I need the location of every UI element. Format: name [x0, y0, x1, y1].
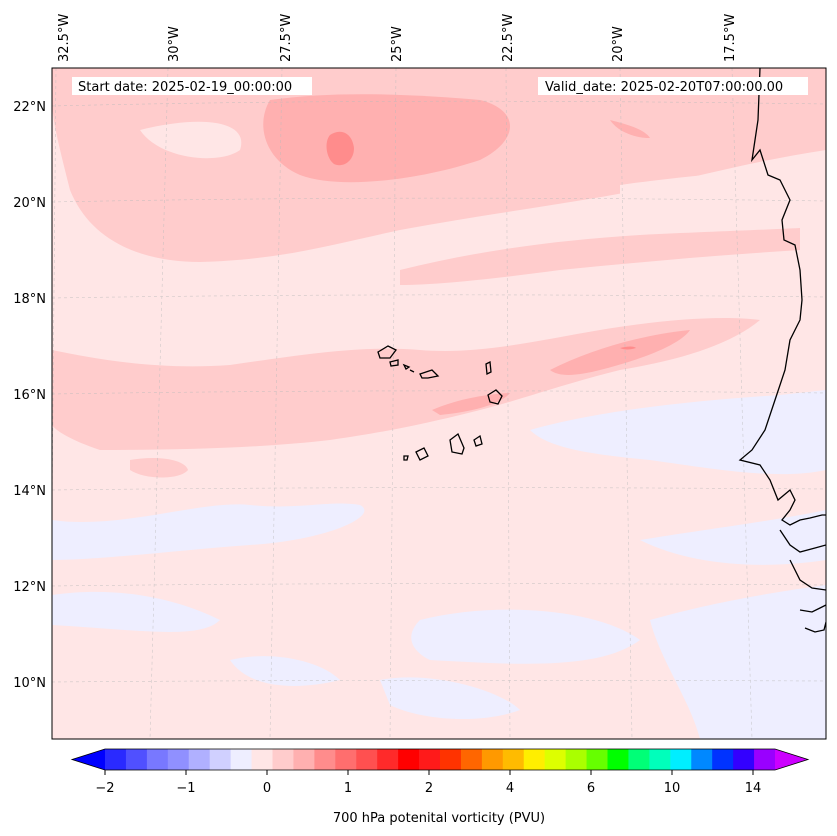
valid-date-box [538, 77, 808, 95]
colorbar-segment [377, 749, 399, 770]
colorbar-segment [712, 749, 734, 770]
map-frame [51, 67, 827, 740]
colorbar-segment [314, 749, 336, 770]
valid-date-text: Valid_date: 2025-02-20T07:00:00.00 [545, 80, 783, 95]
latitude-labels: 22°N 20°N 18°N 16°N 14°N 12°N 10°N [13, 100, 46, 691]
colorbar-segment [293, 749, 315, 770]
lon-label: 30°W [167, 26, 182, 62]
pv-positive-core [610, 120, 650, 138]
colorbar-tick-label: 2 [425, 781, 433, 796]
pv-positive-band [620, 168, 800, 202]
start-date-text: Start date: 2025-02-19_00:00:00 [78, 80, 292, 95]
colorbar-tick-label: 0 [263, 781, 271, 796]
colorbar-extend-low [72, 749, 105, 770]
lon-label: 27.5°W [279, 14, 294, 62]
colorbar-segment [398, 749, 420, 770]
colorbar-segment [460, 749, 483, 770]
lat-label: 10°N [13, 676, 46, 691]
pv-positive-band [130, 458, 188, 478]
colorbar-segment [356, 749, 378, 770]
colorbar-segment [209, 749, 232, 770]
pv-maximum-spot [620, 346, 636, 350]
colorbar-tick-label: 10 [664, 781, 681, 796]
pv-positive-core [263, 94, 510, 183]
africa-coastline [799, 604, 826, 613]
colorbar-segment [251, 749, 273, 770]
pv-negative-patch [411, 609, 640, 664]
africa-coastline [804, 621, 826, 633]
colorbar-segment [628, 749, 650, 770]
colorbar-segment [335, 749, 357, 770]
lon-label: 25°W [390, 26, 405, 62]
pv-negative-patch [380, 677, 520, 720]
pv-negative-patch [230, 656, 340, 686]
colorbar-segment [272, 749, 294, 770]
colorbar-segment [523, 749, 546, 770]
lat-label: 20°N [13, 196, 46, 211]
pv-positive-band [52, 318, 760, 450]
lon-label: 32.5°W [57, 14, 72, 62]
start-date-box [72, 77, 312, 95]
colorbar-tick-label: 1 [344, 781, 352, 796]
colorbar-segment [565, 749, 588, 770]
pv-negative-patch [52, 591, 220, 632]
colorbar-segment [649, 749, 671, 770]
africa-coastline [738, 68, 826, 526]
pv-positive-band [400, 228, 800, 285]
lat-label: 18°N [13, 292, 46, 307]
cabo-verde-islands [377, 345, 503, 461]
colorbar-tick-label: −1 [176, 781, 195, 796]
colorbar-extend-high [775, 749, 808, 770]
africa-coastline [789, 559, 826, 591]
colorbar-tick-label: 6 [587, 781, 595, 796]
colorbar-segment [481, 749, 504, 770]
colorbar-segment [586, 749, 608, 770]
colorbar-segment [691, 749, 713, 770]
pv-positive-core [550, 330, 690, 375]
pv-negative-patch [640, 510, 826, 565]
colorbar-segment [167, 749, 190, 770]
colorbar-tick-label: 4 [506, 781, 514, 796]
africa-coastline [779, 529, 826, 553]
colorbar-segment [230, 749, 253, 770]
pv-negative-patch [650, 585, 826, 739]
colorbar-segment [502, 749, 525, 770]
pv-negative-patch [530, 390, 826, 475]
graticule [52, 68, 826, 739]
pv-positive-core [432, 393, 510, 415]
lat-label: 22°N [13, 100, 46, 115]
colorbar-ticks: −2 −1 0 1 2 4 6 10 14 [95, 770, 761, 796]
colorbar-segment [146, 749, 169, 770]
lat-label: 16°N [13, 388, 46, 403]
colorbar-tick-label: −2 [95, 781, 114, 796]
longitude-labels: 32.5°W 30°W 27.5°W 25°W 22.5°W 20°W 17.5… [57, 14, 738, 62]
colorbar-segment [440, 749, 462, 770]
lat-label: 14°N [13, 484, 46, 499]
colorbar-segment [670, 749, 692, 770]
colorbar-segment [419, 749, 441, 770]
colorbar [70, 748, 810, 771]
colorbar-segment [754, 749, 776, 770]
pv-positive-band [140, 121, 242, 159]
colorbar-tick-label: 14 [745, 781, 762, 796]
lat-label: 12°N [13, 580, 46, 595]
lon-label: 22.5°W [501, 14, 516, 62]
lon-label: 17.5°W [723, 14, 738, 62]
colorbar-segment [188, 749, 211, 770]
colorbar-segment [607, 749, 629, 770]
colorbar-label: 700 hPa potenital vorticity (PVU) [333, 811, 545, 826]
lon-label: 20°W [611, 26, 626, 62]
colorbar-segment [544, 749, 567, 770]
pv-negative-patch [52, 503, 365, 560]
colorbar-segment [733, 749, 755, 770]
pv-maximum-spot [326, 131, 354, 166]
colorbar-segment [105, 749, 127, 770]
colorbar-segment [125, 749, 148, 770]
map-panel [52, 68, 826, 739]
